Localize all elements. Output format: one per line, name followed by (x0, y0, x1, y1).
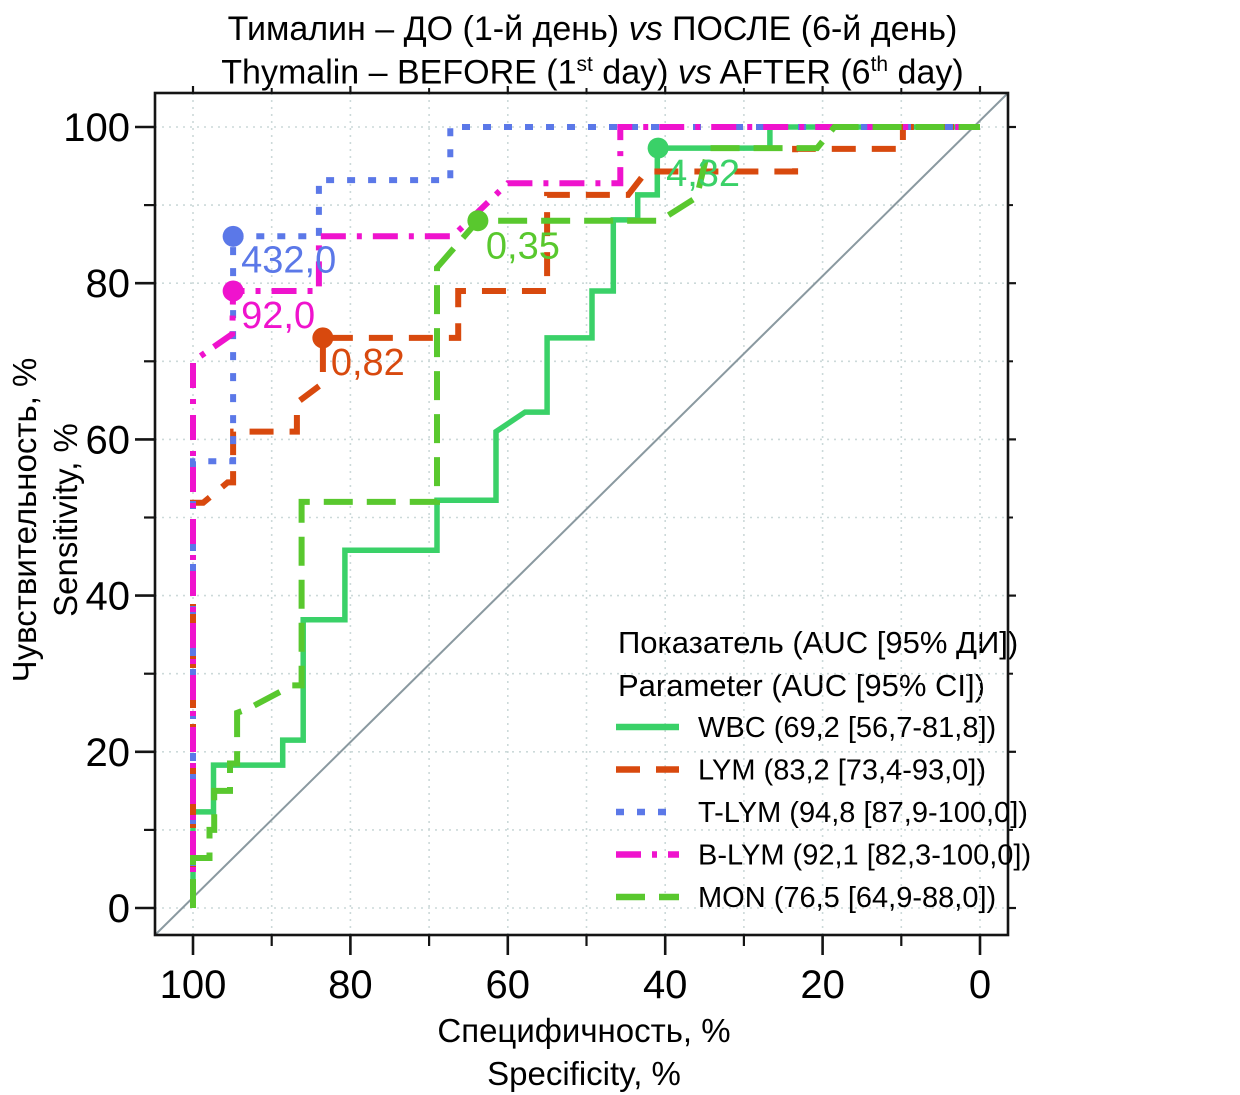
chart-title-en: Thymalin – BEFORE (1st day) vs AFTER (6t… (221, 53, 964, 92)
vs-italic: vs (628, 10, 663, 48)
y-tick-label: 60 (86, 418, 131, 462)
x-axis-title-ru: Специфичность, % (437, 1012, 731, 1049)
op-point-lym (312, 327, 334, 349)
y-tick-label: 100 (63, 106, 130, 150)
op-point-mon (467, 210, 489, 232)
legend-header-ru: Показатель (AUC [95% ДИ]) (618, 625, 1019, 660)
op-point-t-lym (222, 225, 244, 247)
legend-label-t-lym: T-LYM (94,8 [87,9-100,0]) (698, 797, 1028, 829)
diagonal-reference-line (154, 92, 1009, 936)
legend-header-en: Parameter (AUC [95% CI]) (618, 668, 985, 703)
y-tick-label: 40 (86, 575, 131, 619)
x-tick-label: 0 (969, 963, 991, 1007)
legend-label-b-lym: B-LYM (92,1 [82,3-100,0]) (698, 840, 1031, 872)
roc-curve-lym (190, 124, 980, 908)
roc-curve-mon (190, 124, 980, 908)
y-tick-label: 0 (108, 887, 130, 931)
x-axis-title-en: Specificity, % (487, 1055, 681, 1092)
plot-frame (153, 91, 1010, 937)
roc-curve-wbc (190, 124, 980, 908)
roc-curve-b-lym (190, 124, 980, 908)
op-point-b-lym (222, 280, 244, 302)
op-point-wbc (647, 137, 669, 159)
x-tick-label: 20 (800, 963, 845, 1007)
threshold-label-wbc: 4,32 (666, 153, 740, 195)
y-tick-label: 80 (86, 262, 131, 306)
legend-label-wbc: WBC (69,2 [56,7-81,8]) (698, 712, 996, 744)
vs-italic: vs (677, 53, 712, 92)
x-tick-label: 40 (643, 963, 688, 1007)
legend-label-mon: MON (76,5 [64,9-88,0]) (698, 882, 996, 914)
threshold-label-lym: 0,82 (331, 342, 405, 384)
y-tick-label: 20 (86, 731, 131, 775)
threshold-label-t-lym: 432,0 (241, 239, 336, 281)
x-tick-label: 100 (160, 963, 227, 1007)
x-tick-label: 80 (328, 963, 373, 1007)
x-tick-label: 60 (486, 963, 531, 1007)
threshold-label-b-lym: 92,0 (241, 295, 315, 337)
legend-label-lym: LYM (83,2 [73,4-93,0]) (698, 755, 986, 787)
chart-title-ru: Тималин – ДО (1-й день) vs ПОСЛЕ (6-й де… (227, 10, 958, 48)
threshold-label-mon: 0,35 (486, 226, 560, 268)
